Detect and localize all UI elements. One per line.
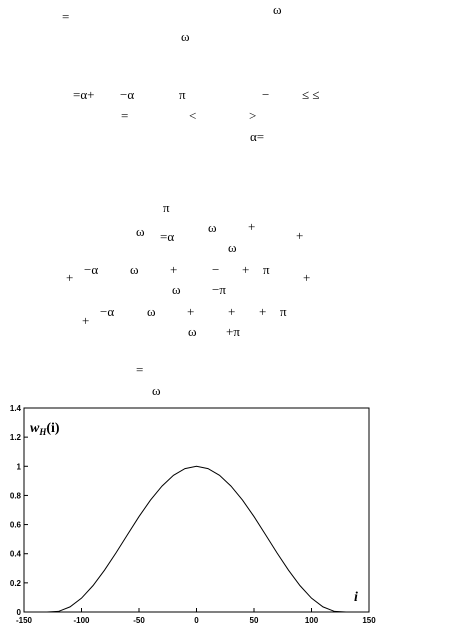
math-fragment: + bbox=[228, 304, 236, 319]
math-fragment: −α bbox=[120, 87, 135, 102]
y-label-arg: (i) bbox=[46, 421, 60, 436]
x-tick-label: 150 bbox=[362, 616, 376, 625]
y-tick-label: 0.4 bbox=[10, 550, 22, 559]
x-tick-label: -150 bbox=[16, 616, 33, 625]
math-fragment: + bbox=[82, 313, 90, 328]
math-fragment: = bbox=[121, 108, 129, 123]
math-fragment: =α+ bbox=[73, 87, 95, 102]
x-tick-label: -50 bbox=[133, 616, 145, 625]
math-fragment: −α bbox=[84, 262, 99, 277]
math-fragment: π bbox=[179, 87, 186, 102]
math-fragment: + bbox=[296, 228, 304, 243]
math-fragment: + bbox=[170, 262, 178, 277]
math-fragment: π bbox=[263, 262, 270, 277]
math-fragment: −π bbox=[212, 282, 226, 297]
x-tick-label: 100 bbox=[305, 616, 319, 625]
math-fragment: + bbox=[242, 262, 250, 277]
y-tick-label: 1.2 bbox=[10, 433, 22, 442]
math-fragment: + bbox=[259, 304, 267, 319]
math-fragment: ω bbox=[188, 324, 197, 339]
math-fragment: ω bbox=[172, 282, 181, 297]
math-fragment: > bbox=[249, 108, 257, 123]
math-fragment: + bbox=[303, 270, 311, 285]
y-label-sub: H bbox=[38, 427, 47, 437]
math-fragment: < bbox=[189, 108, 197, 123]
math-fragment: =α bbox=[160, 229, 175, 244]
math-fragment: + bbox=[66, 270, 74, 285]
y-tick-label: 0.8 bbox=[10, 491, 22, 500]
x-tick-label: 50 bbox=[250, 616, 259, 625]
math-fragment: ω bbox=[130, 262, 139, 277]
math-fragment: − bbox=[212, 262, 220, 277]
math-fragment: ω bbox=[228, 240, 237, 255]
math-fragment: ω bbox=[273, 2, 282, 17]
y-axis-label: wH(i) bbox=[30, 421, 60, 437]
math-fragment: ω bbox=[181, 29, 190, 44]
math-fragment: ω bbox=[208, 220, 217, 235]
math-fragment: ω bbox=[152, 383, 161, 398]
math-fragment: = bbox=[62, 9, 70, 24]
math-fragment: + bbox=[248, 219, 256, 234]
x-axis-label: i bbox=[354, 590, 358, 605]
math-fragment: +π bbox=[226, 324, 240, 339]
y-tick-label: 0.2 bbox=[10, 579, 22, 588]
math-fragment: π bbox=[280, 304, 287, 319]
y-tick-label: 1.4 bbox=[10, 404, 22, 413]
math-fragment: ≤ ≤ bbox=[302, 87, 320, 102]
y-tick-label: 0.6 bbox=[10, 521, 22, 530]
math-fragment: π bbox=[163, 200, 170, 215]
math-fragment: + bbox=[187, 304, 195, 319]
math-fragment: ω bbox=[136, 224, 145, 239]
x-tick-label: -100 bbox=[73, 616, 90, 625]
y-tick-label: 1 bbox=[17, 462, 22, 471]
math-fragment: α= bbox=[250, 129, 265, 144]
y-label-base: w bbox=[30, 421, 40, 436]
x-tick-label: 0 bbox=[194, 616, 199, 625]
y-tick-label: 0 bbox=[17, 608, 22, 617]
math-fragment: −α bbox=[100, 304, 115, 319]
plot-area bbox=[23, 407, 370, 613]
math-fragment: − bbox=[262, 87, 270, 102]
math-fragment: ω bbox=[147, 304, 156, 319]
math-fragment: = bbox=[136, 362, 144, 377]
data-line bbox=[24, 465, 369, 613]
